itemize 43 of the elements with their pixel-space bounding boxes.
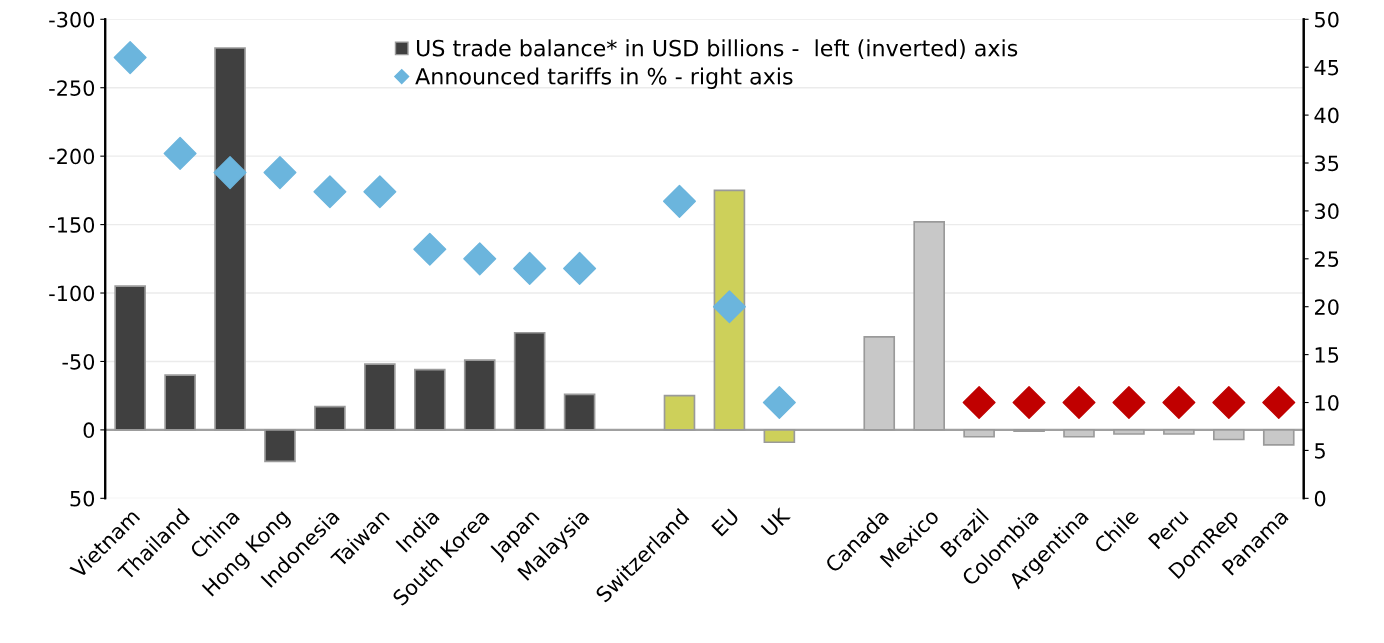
point (413, 232, 447, 266)
y-tick-label: 50 (70, 490, 95, 507)
point (1212, 385, 1246, 420)
y-tick-label: -50 (62, 353, 95, 370)
y-tick-label: -150 (49, 217, 95, 233)
y2-tick-label: 50 (1315, 11, 1339, 28)
point (313, 175, 347, 209)
point (363, 175, 397, 209)
point (513, 251, 547, 285)
point (962, 385, 996, 420)
x-tick-label: EU (711, 508, 740, 537)
y2-tick-label: 30 (1315, 203, 1339, 220)
point (762, 385, 796, 420)
y-tick-label: 0 (83, 422, 95, 439)
y-tick-label: -200 (49, 148, 95, 165)
y2-tick-label: 25 (1314, 251, 1339, 268)
y-tick-label: -300 (49, 11, 95, 28)
point (263, 156, 297, 190)
y2-tick-label: 10 (1315, 394, 1339, 411)
y2-tick-label: 35 (1315, 155, 1339, 172)
point (1162, 385, 1196, 420)
y2-tick-label: 40 (1314, 107, 1339, 124)
point (113, 41, 147, 75)
point (563, 251, 597, 285)
y2-tick-label: 15 (1315, 347, 1339, 363)
y-tick-label: -250 (49, 80, 95, 96)
point (1262, 385, 1296, 420)
point (1062, 385, 1096, 420)
legend-label: US trade balance* in USD billions - left (inverted) axis (416, 39, 1018, 60)
point (1012, 385, 1046, 420)
y-tick-label: -100 (49, 285, 95, 302)
point (712, 290, 746, 324)
point (213, 156, 247, 190)
point (463, 242, 497, 276)
y2-tick-label: 20 (1314, 299, 1339, 315)
point (1112, 385, 1146, 420)
y2-tick-label: 0 (1314, 490, 1326, 507)
x-tick-label: UK (760, 506, 792, 538)
point (662, 184, 697, 218)
y2-tick-label: 5 (1315, 443, 1325, 459)
point (163, 136, 197, 170)
y2-tick-label: 45 (1314, 59, 1339, 76)
legend-label: Announced tariffs in % - right axis (415, 67, 793, 89)
